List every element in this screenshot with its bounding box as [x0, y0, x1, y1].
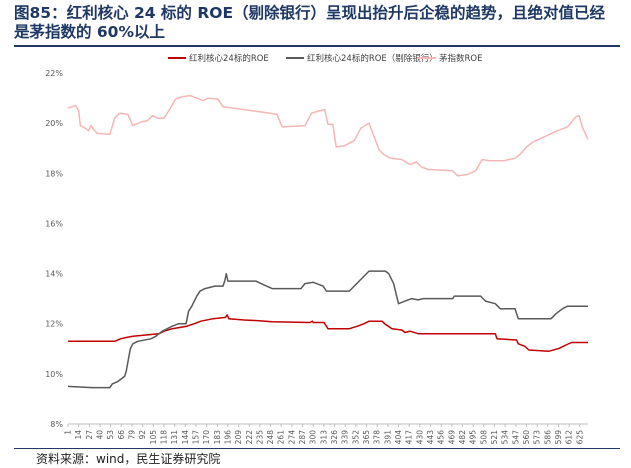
x-tick-label: 417 [405, 430, 414, 445]
x-tick-label: 118 [159, 430, 168, 445]
x-tick-label: 534 [501, 430, 510, 445]
x-tick-label: 573 [533, 430, 542, 445]
x-tick-label: 248 [266, 430, 275, 445]
legend-label: 红利核心24标的ROE [189, 53, 269, 64]
chart-legend: 红利核心24标的ROE 红利核心24标的ROE（剔除银行） 茅指数ROE [168, 53, 482, 64]
x-tick-label: 352 [351, 430, 360, 445]
x-tick-label: 222 [245, 430, 254, 445]
x-tick-label: 157 [191, 430, 200, 445]
source-divider [14, 448, 620, 449]
x-axis: 1 14 27 40 53 66 79 92 105 118 131 144 157 170 183 196 2… [64, 423, 588, 445]
x-tick-label: 53 [106, 430, 115, 440]
x-tick-label: 144 [181, 430, 190, 445]
x-tick-label: 183 [213, 430, 222, 445]
x-tick-label: 612 [565, 430, 574, 445]
y-tick-label: 14% [45, 270, 63, 279]
x-tick-label: 456 [437, 430, 446, 445]
x-tick-label: 599 [554, 430, 563, 445]
legend-label: 茅指数ROE [439, 53, 482, 64]
x-tick-label: 469 [447, 430, 456, 445]
x-tick-label: 79 [127, 430, 136, 440]
x-tick-label: 404 [394, 430, 403, 445]
y-tick-label: 12% [45, 320, 63, 329]
x-tick-label: 14 [74, 430, 83, 440]
x-tick-label: 92 [138, 430, 147, 440]
x-tick-label: 170 [202, 430, 211, 445]
series-line-1 [68, 314, 588, 353]
series-line-3 [67, 94, 589, 177]
x-tick-label: 27 [85, 430, 94, 440]
x-tick-label: 274 [287, 430, 296, 445]
x-tick-label: 443 [426, 430, 435, 445]
x-tick-label: 105 [149, 430, 158, 445]
title-underline [14, 45, 620, 47]
y-tick-label: 22% [45, 69, 63, 78]
x-tick-label: 326 [330, 430, 339, 445]
y-tick-label: 20% [45, 119, 63, 128]
x-tick-label: 547 [511, 430, 520, 445]
x-tick-label: 131 [170, 430, 179, 445]
x-tick-label: 625 [575, 430, 584, 445]
x-tick-label: 300 [309, 430, 318, 445]
x-tick-label: 261 [277, 430, 286, 445]
x-tick-label: 66 [117, 430, 126, 440]
y-tick-label: 10% [45, 370, 63, 379]
x-tick-label: 560 [522, 430, 531, 445]
chart-title: 图85：红利核心 24 标的 ROE（剔除银行）呈现出抬升后企稳的趋势，且绝对值… [14, 4, 606, 41]
x-tick-label: 378 [373, 430, 382, 445]
x-tick-label: 495 [469, 430, 478, 445]
x-tick-label: 586 [543, 430, 552, 445]
x-tick-label: 40 [95, 430, 104, 440]
x-tick-label: 430 [415, 430, 424, 445]
x-tick-label: 196 [223, 430, 232, 445]
source-note: 资料来源：wind，民生证券研究院 [36, 452, 221, 466]
legend-label: 红利核心24标的ROE（剔除银行） [307, 53, 438, 64]
y-tick-label: 16% [45, 219, 63, 228]
series-line-2 [67, 270, 588, 389]
x-tick-label: 235 [255, 430, 264, 445]
plot-area [67, 94, 589, 389]
x-tick-label: 339 [341, 430, 350, 445]
line-chart: 红利核心24标的ROE 红利核心24标的ROE（剔除银行） 茅指数ROE 8% 10%… [45, 53, 589, 445]
x-tick-label: 365 [362, 430, 371, 445]
x-tick-label: 287 [298, 430, 307, 445]
x-tick-label: 1 [64, 430, 73, 435]
y-axis: 8% 10% 12% 14% 16% 18% 20% 22% [45, 69, 63, 429]
x-tick-label: 313 [319, 430, 328, 445]
y-tick-label: 18% [45, 169, 63, 178]
x-tick-label: 391 [383, 430, 392, 445]
x-tick-label: 209 [234, 430, 243, 445]
x-tick-label: 508 [479, 430, 488, 445]
x-tick-label: 482 [458, 430, 467, 445]
y-tick-label: 8% [50, 420, 63, 429]
x-tick-label: 521 [490, 430, 499, 445]
